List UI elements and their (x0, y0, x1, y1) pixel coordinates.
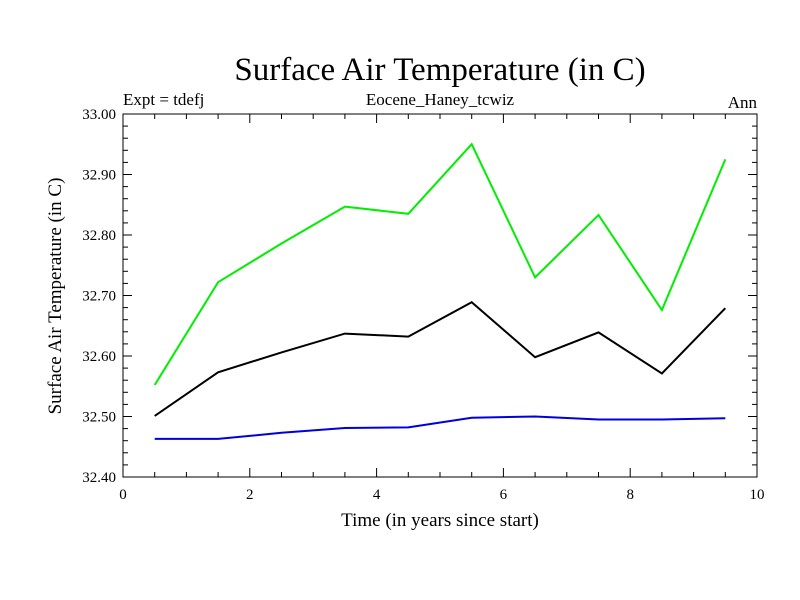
x-tick-label: 10 (750, 487, 765, 503)
y-tick-label: 32.70 (82, 289, 116, 305)
y-tick-label: 33.00 (82, 107, 116, 123)
series-line-2 (154, 300, 727, 417)
period-label: Ann (728, 93, 758, 112)
y-tick-label: 32.60 (82, 349, 116, 365)
x-tick-label: 6 (500, 487, 508, 503)
x-tick-label: 8 (626, 487, 634, 503)
series-line-3 (154, 415, 726, 440)
series-line-1 (153, 142, 727, 386)
x-tick-label: 4 (373, 487, 381, 503)
y-axis-label: Surface Air Temperature (in C) (45, 178, 66, 415)
x-axis: 0 2 4 6 8 10 (119, 114, 765, 503)
expt-label: Expt = tdefj (123, 90, 204, 109)
chart-title: Surface Air Temperature (in C) (234, 52, 645, 88)
x-axis-label: Time (in years since start) (341, 510, 539, 531)
series-layer (153, 142, 727, 440)
y-tick-label: 32.90 (82, 168, 116, 184)
y-tick-label: 32.40 (82, 470, 116, 486)
run-label: Eocene_Haney_tcwiz (366, 90, 515, 109)
y-tick-label: 32.50 (82, 410, 116, 426)
y-tick-label: 32.80 (82, 228, 116, 244)
x-tick-label: 2 (246, 487, 254, 503)
y-axis: 32.40 32.50 32.60 32.70 32.80 32.90 33.00 (82, 107, 757, 486)
x-tick-label: 0 (119, 487, 127, 503)
